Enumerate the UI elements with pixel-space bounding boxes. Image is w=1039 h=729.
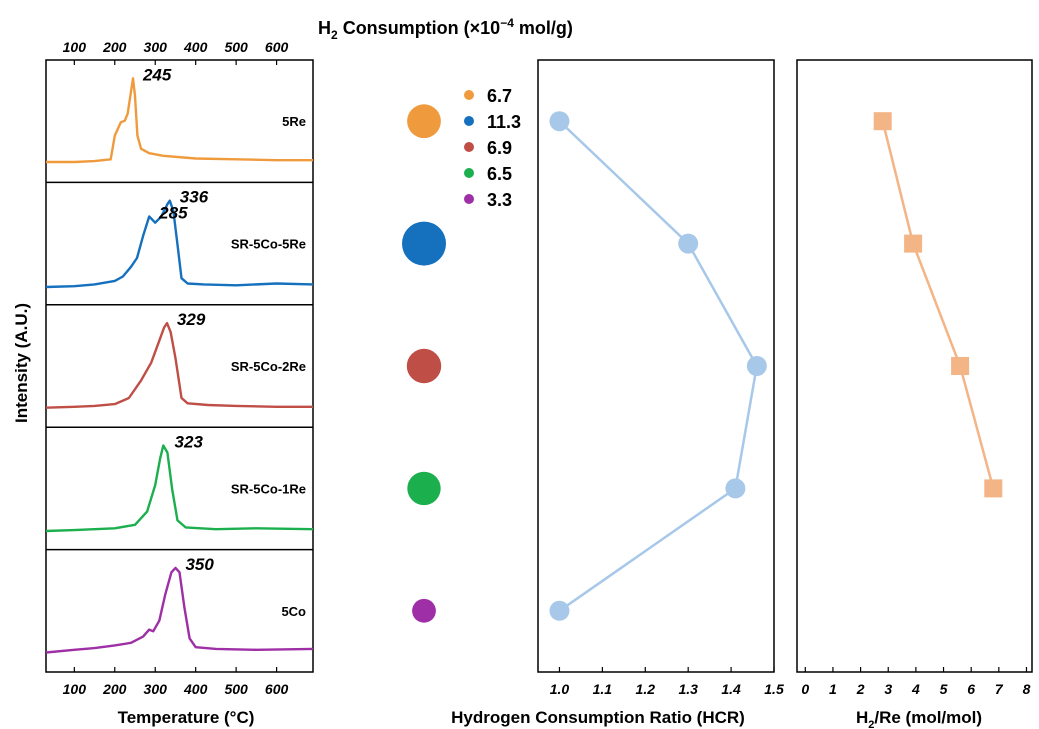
hcr-line — [558, 120, 759, 612]
h2-consumption-bubble — [407, 104, 441, 139]
top-axis-title: H2 Consumption (×10−4 mol/g) — [318, 16, 573, 42]
tpr-panel: 100 100 200 200 300 300 400 400 500 500 600 600 245 5… — [45, 39, 314, 697]
tpr-sample-label: SR-5Co-5Re — [231, 237, 306, 252]
h2-re-tick-label: 8 — [1023, 681, 1031, 697]
hcr-tick-label: 1.1 — [593, 681, 613, 697]
h2-re-tick-label: 3 — [884, 681, 892, 697]
legend-label: 3.3 — [487, 190, 512, 210]
hcr-tick-label: 1.0 — [550, 681, 570, 697]
h2-re-point — [873, 112, 892, 131]
tpr-sample-label: 5Re — [282, 114, 306, 129]
hcr-x-axis-title: Hydrogen Consumption Ratio (HCR) — [451, 708, 745, 727]
hcr-point — [549, 600, 570, 621]
h2-consumption-bubble — [407, 471, 441, 506]
h2-re-line — [881, 120, 995, 489]
hcr-point — [678, 233, 699, 254]
hcr-frame — [537, 59, 775, 673]
h2-re-tick-label: 4 — [911, 681, 920, 697]
y-axis-title: Intensity (A.U.) — [12, 303, 31, 423]
h2-consumption-bubble — [406, 348, 442, 384]
h2-consumption-bubble — [412, 598, 436, 623]
tpr-curve — [45, 321, 313, 409]
legend-label: 6.7 — [487, 86, 512, 106]
tpr-curve — [45, 199, 314, 289]
tpr-sample-label: 5Co — [281, 604, 306, 619]
tpr-x-axis-title: Temperature (°C) — [118, 708, 255, 727]
h2-re-tick-label: 5 — [940, 681, 948, 697]
legend-marker — [464, 90, 474, 100]
tpr-top-tick-label: 200 — [102, 39, 127, 55]
tpr-bottom-tick-label: 300 — [144, 681, 168, 697]
tpr-sample-label: SR-5Co-2Re — [231, 359, 306, 374]
h2-re-point — [984, 479, 1003, 498]
hcr-tick-label: 1.4 — [721, 681, 741, 697]
h2-consumption-panel: 6.7 11.3 6.9 6.5 3.3 — [402, 86, 521, 623]
h2-re-frame — [796, 59, 1033, 673]
tpr-top-tick-label: 600 — [265, 39, 289, 55]
tpr-bottom-tick-label: 200 — [102, 681, 127, 697]
legend-label: 6.5 — [487, 164, 512, 184]
hcr-point — [725, 478, 746, 499]
tpr-bottom-tick-label: 500 — [224, 681, 248, 697]
h2-re-point — [904, 234, 923, 253]
legend-label: 6.9 — [487, 138, 512, 158]
legend-marker — [464, 142, 474, 152]
tpr-bottom-tick-label: 100 — [63, 681, 87, 697]
h2-consumption-bubble — [402, 221, 446, 266]
h2-re-panel: 0 1 2 3 4 5 6 7 8 — [801, 112, 1031, 697]
tpr-frame — [45, 59, 314, 673]
h2-re-tick-label: 1 — [829, 681, 837, 697]
legend-label: 11.3 — [487, 112, 521, 132]
h2-re-tick-label: 6 — [967, 681, 975, 697]
legend-marker — [464, 168, 474, 178]
hcr-panel: 1.0 1.1 1.2 1.3 1.4 1.5 — [549, 111, 784, 697]
hcr-point — [549, 111, 570, 132]
tpr-peak-label: 329 — [177, 310, 206, 329]
panel-frames — [45, 59, 1033, 673]
tpr-top-tick-label: 500 — [224, 39, 248, 55]
tpr-sample-label: SR-5Co-1Re — [231, 481, 306, 496]
tpr-curve — [45, 566, 314, 654]
tpr-bottom-tick-label: 600 — [265, 681, 289, 697]
h2-re-tick-label: 0 — [801, 681, 809, 697]
tpr-peak-label: 285 — [158, 204, 188, 223]
tpr-peak-label: 245 — [142, 65, 172, 84]
tpr-top-tick-label: 100 — [63, 39, 87, 55]
tpr-curve — [46, 77, 313, 164]
hcr-tick-label: 1.2 — [636, 681, 656, 697]
tpr-curve — [45, 444, 314, 533]
h2-re-point — [951, 357, 970, 375]
tpr-top-tick-label: 300 — [144, 39, 168, 55]
tpr-peak-label: 323 — [175, 432, 204, 451]
h2-re-tick-label: 2 — [856, 681, 865, 697]
hcr-tick-label: 1.3 — [678, 681, 698, 697]
tpr-peak-label: 350 — [185, 555, 214, 574]
hcr-tick-label: 1.5 — [764, 681, 784, 697]
h2-re-tick-label: 7 — [995, 681, 1004, 697]
tpr-top-tick-label: 400 — [183, 39, 208, 55]
legend-marker — [464, 116, 474, 126]
h2-re-x-axis-title: H2/Re (mol/mol) — [856, 708, 982, 729]
hcr-point — [746, 356, 767, 376]
legend-marker — [464, 194, 474, 204]
tpr-peak-label: 336 — [180, 188, 209, 207]
tpr-bottom-tick-label: 400 — [183, 681, 208, 697]
